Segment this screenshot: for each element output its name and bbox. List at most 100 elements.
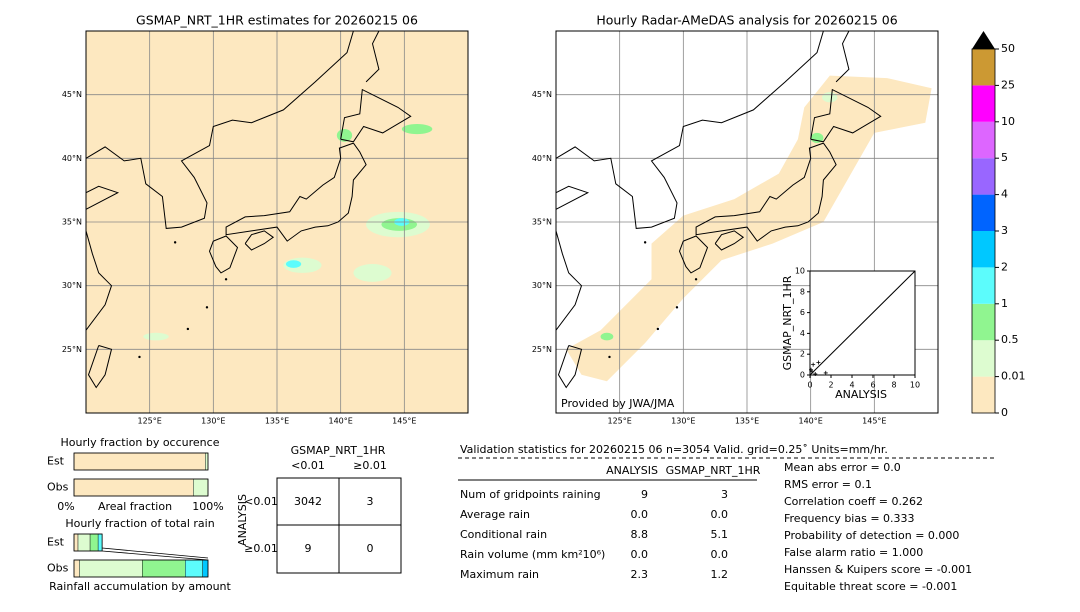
coastline [86,230,113,331]
right-map-title: Hourly Radar-AMeDAS analysis for 2026021… [596,13,897,28]
colorbar-segment [972,376,995,413]
one-to-one [809,270,916,376]
lat-label: 30°N [532,281,552,290]
precip-area [600,332,614,341]
colorbar-extend [972,31,995,49]
x-tick-label: 10 [910,381,920,390]
coastline [225,142,367,242]
col-label: ≥0.01 [353,459,387,472]
island [675,306,679,309]
x-tick-label: 6 [870,381,875,390]
island [224,278,228,281]
occurrence-title: Hourly fraction by occurence [61,436,220,449]
fraction-segment [142,559,186,578]
x-tick-label: 2 [828,381,833,390]
stat-name: Maximum rain [460,568,539,581]
stat-value: 9 [641,488,648,501]
score: Probability of detection = 0.000 [784,529,959,542]
colorbar-label: 1 [1001,297,1008,310]
coastline [810,88,882,143]
score: False alarm ratio = 1.000 [784,546,923,559]
fraction-segment [97,533,103,552]
colorbar-label: 0 [1001,406,1008,419]
coastline [87,345,113,389]
row-label: Est [47,455,65,468]
colorbar-label: 25 [1001,78,1015,91]
contingency-title: GSMAP_NRT_1HR [291,444,386,457]
fraction-segment [193,478,209,497]
cell: 3 [367,495,374,508]
y-tick-label: 8 [800,287,805,296]
total-rain-title: Hourly fraction of total rain [65,517,214,530]
stats-column: GSMAP_NRT_1HR [666,464,761,477]
x-tick-label: 0 [807,381,812,390]
stat-value: 3 [721,488,728,501]
lon-label: 135°E [265,417,289,426]
colorbar-segment [972,340,995,377]
score: Correlation coeff = 0.262 [784,495,923,508]
colorbar-segment [972,267,995,304]
precip-area [285,260,302,268]
colorbar-label: 5 [1001,151,1008,164]
lat-label: 35°N [62,218,82,227]
map-frame [555,30,939,414]
island [173,241,177,244]
stat-value: 1.2 [711,568,729,581]
cell: 9 [305,542,312,555]
stat-value: 8.8 [631,528,649,541]
row-title: ANALYSIS [236,494,249,546]
connector [102,547,209,561]
fraction-segment [205,452,209,471]
coastline [557,345,583,389]
colorbar-label: 10 [1001,115,1015,128]
coastline [714,230,745,251]
score: Frequency bias = 0.333 [784,512,915,525]
col-label: <0.01 [291,459,325,472]
y-tick-label: 2 [800,350,805,359]
y-axis-label: GSMAP_NRT_1HR [781,275,794,370]
coastline [556,230,583,331]
stats-header: Validation statistics for 20260215 06 n=… [460,443,888,456]
left-map-title: GSMAP_NRT_1HR estimates for 20260215 06 [136,13,418,28]
stats-column: ANALYSIS [606,464,658,477]
row-label: Obs [47,562,69,575]
coastline [556,185,590,210]
lon-label: 125°E [138,417,162,426]
credit: Provided by JWA/JMA [561,397,675,410]
colorbar-segment [972,231,995,268]
stat-value: 0.0 [631,548,649,561]
colorbar-label: 3 [1001,224,1008,237]
lat-label: 45°N [62,90,82,99]
coastline [86,185,120,210]
map [86,31,468,413]
scatter-point [816,360,821,365]
stat-name: Num of gridpoints raining [460,488,601,501]
lat-label: 30°N [62,281,82,290]
fraction-segment [73,452,206,471]
scatter-point [813,371,818,376]
axis-right: 100% [192,500,223,513]
scatter-point [811,362,816,367]
lon-label: 140°E [329,417,353,426]
row-label: Obs [47,481,69,494]
lat-label: 25°N [62,345,82,354]
bar-frame [73,478,209,497]
scatter-point [810,369,815,374]
fraction-segment [73,559,80,578]
coastline [695,142,837,242]
coastline [340,88,412,143]
x-tick-label: 8 [891,381,896,390]
coastline [556,31,824,229]
coastline [678,235,709,274]
x-tick-label: 4 [849,381,854,390]
score: Equitable threat score = -0.001 [784,580,957,593]
score: RMS error = 0.1 [784,478,872,491]
fraction-segment [202,559,209,578]
fraction-segment [77,533,91,552]
stat-value: 2.3 [631,568,649,581]
lat-label: 45°N [532,90,552,99]
colorbar-segment [972,158,995,195]
scatter-point [823,370,828,375]
stat-name: Conditional rain [460,528,547,541]
bar-frame [73,533,103,552]
